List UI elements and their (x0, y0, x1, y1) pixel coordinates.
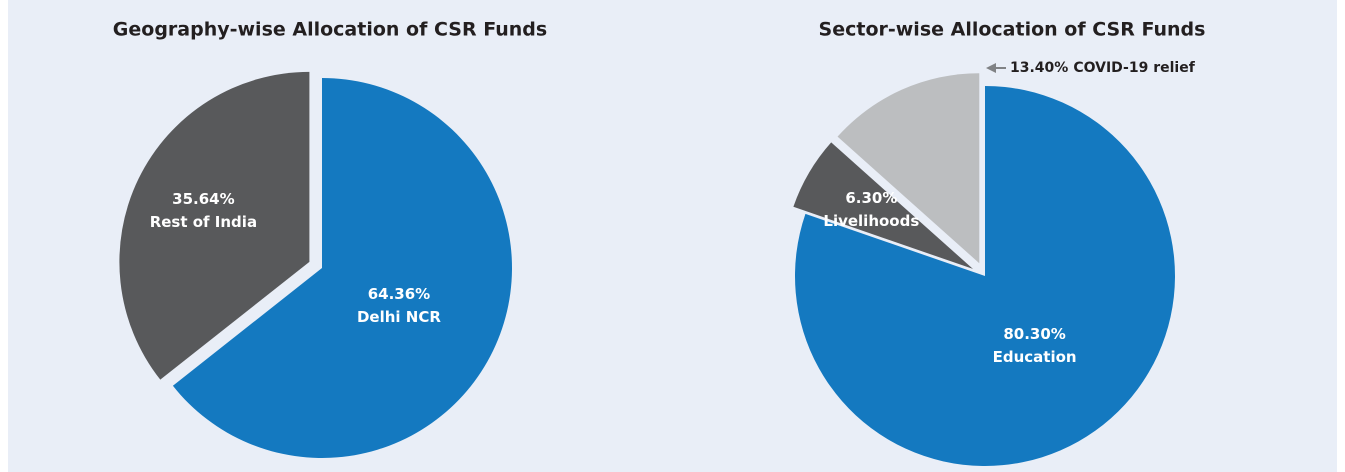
category-label: Delhi NCR (357, 308, 441, 326)
pie-slice (119, 71, 310, 380)
category-label: Education (993, 348, 1077, 366)
category-label: COVID-19 relief (1073, 60, 1195, 76)
slice-label: 13.40% COVID-19 relief (1010, 60, 1196, 76)
pie-slice (172, 78, 513, 458)
chart-title: Sector-wise Allocation of CSR Funds (819, 19, 1206, 41)
value-label: 35.64% (172, 190, 234, 208)
value-label: 64.36% (368, 285, 430, 303)
category-label: Livelihoods (823, 212, 919, 230)
value-label: 6.30% (845, 189, 897, 207)
chart-title: Geography-wise Allocation of CSR Funds (113, 19, 547, 41)
value-label: 13.40% (1010, 60, 1068, 76)
pie-slice (837, 73, 980, 264)
category-label: Rest of India (150, 213, 257, 231)
arrow-head (986, 63, 996, 73)
value-label: 80.30% (1003, 325, 1065, 343)
pie-slice (795, 86, 1175, 467)
pie-slice (793, 142, 973, 269)
